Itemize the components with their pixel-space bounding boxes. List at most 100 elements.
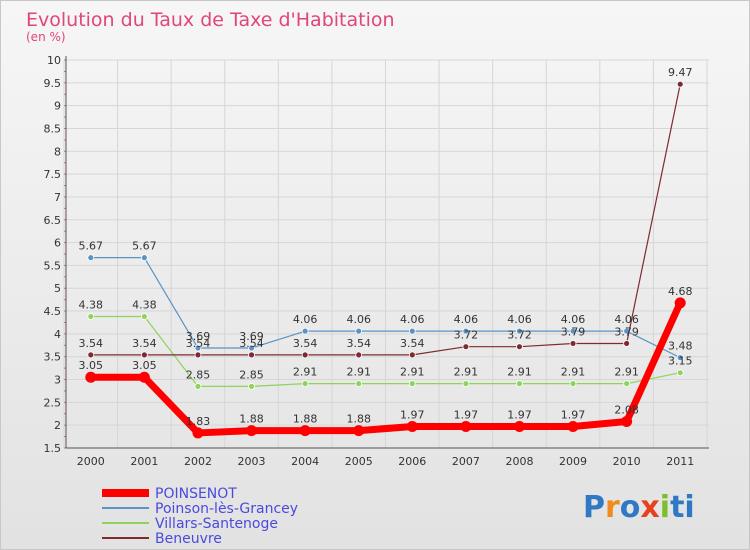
- series-lines: [85, 80, 686, 439]
- legend-label: POINSENOT: [155, 486, 237, 502]
- proxiti-logo: Proxiti: [583, 490, 695, 525]
- data-label: 1.83: [186, 415, 211, 428]
- data-label: 3.05: [79, 359, 104, 372]
- data-label: 5.67: [79, 240, 104, 253]
- data-label: 4.06: [454, 313, 479, 326]
- data-point: [676, 80, 684, 88]
- data-label: 1.88: [293, 413, 318, 426]
- x-tick-label: 2011: [666, 455, 694, 468]
- data-labels: 5.67 5.67 3.69 3.69 4.06 4.06 4.06 4.06 4.06 4.06…: [79, 66, 693, 428]
- data-label: 3.54: [79, 337, 104, 350]
- legend-label: Beneuvre: [155, 531, 222, 547]
- series-line: [87, 299, 684, 437]
- data-point: [569, 327, 577, 335]
- data-point: [87, 313, 95, 320]
- y-tick-label: 7.5: [44, 168, 62, 181]
- data-point: [516, 343, 523, 351]
- data-point: [140, 313, 148, 320]
- data-point: [299, 425, 311, 437]
- data-point: [194, 351, 202, 359]
- chart-title: Evolution du Taux de Taxe d'Habitation: [26, 9, 395, 31]
- series-line: [90, 83, 681, 356]
- data-point: [621, 416, 633, 428]
- data-label: 4.68: [668, 285, 693, 298]
- y-tick-label: 4.5: [44, 305, 62, 318]
- data-point: [408, 380, 416, 388]
- legend: POINSENOTPoinson-lès-GranceyVillars-Sant…: [102, 486, 298, 547]
- y-tick-label: 8: [54, 145, 61, 158]
- data-label: 1.97: [454, 409, 479, 422]
- data-point: [192, 427, 204, 439]
- x-tick-label: 2002: [184, 455, 212, 468]
- data-point: [460, 421, 472, 433]
- data-point: [674, 297, 686, 309]
- y-tick-label: 6.5: [44, 214, 62, 227]
- data-label: 4.38: [132, 299, 157, 312]
- y-tick-label: 6: [54, 237, 61, 250]
- x-tick-label: 2005: [345, 455, 373, 468]
- data-label: 2.08: [614, 404, 639, 417]
- data-point: [140, 254, 148, 262]
- x-tick-label: 2009: [559, 455, 587, 468]
- data-label: 3.69: [239, 330, 264, 343]
- x-tick-label: 2008: [505, 455, 533, 468]
- data-point: [462, 380, 470, 388]
- data-point: [246, 425, 258, 437]
- logo-letter: P: [583, 490, 605, 525]
- logo-text: Proxiti: [583, 490, 695, 525]
- data-point: [248, 382, 255, 390]
- data-point: [623, 380, 631, 388]
- data-point: [408, 327, 416, 335]
- data-label: 4.06: [561, 313, 586, 326]
- data-label: 3.54: [400, 337, 425, 350]
- y-tick-label: 1.5: [44, 442, 62, 455]
- data-label: 3.54: [186, 337, 211, 350]
- data-label: 2.85: [239, 368, 264, 381]
- data-label: 4.06: [614, 313, 639, 326]
- y-tick-label: 3: [54, 374, 61, 387]
- data-point: [406, 421, 418, 433]
- data-label: 1.97: [400, 409, 425, 422]
- data-point: [623, 340, 631, 347]
- data-label: 2.85: [186, 368, 211, 381]
- series-line: [90, 257, 681, 359]
- data-point: [462, 343, 470, 351]
- data-label: 1.88: [346, 413, 371, 426]
- data-label: 4.06: [507, 313, 532, 326]
- y-tick-label: 9.5: [44, 77, 62, 90]
- chart-subtitle: (en %): [26, 30, 66, 44]
- data-point: [676, 369, 684, 377]
- data-point: [513, 421, 525, 433]
- data-label: 3.72: [507, 329, 532, 342]
- data-label: 3.54: [346, 337, 371, 350]
- series-line: [90, 315, 681, 387]
- data-point: [87, 254, 95, 262]
- data-label: 1.88: [239, 413, 264, 426]
- data-point: [462, 327, 470, 335]
- data-point: [301, 351, 309, 359]
- data-point: [353, 425, 365, 437]
- data-label: 3.54: [132, 337, 157, 350]
- data-point: [408, 351, 416, 359]
- y-tick-label: 7: [54, 191, 61, 204]
- data-point: [516, 327, 523, 335]
- data-label: 9.47: [668, 66, 693, 79]
- data-label: 2.91: [614, 366, 639, 379]
- y-tick-label: 8.5: [44, 122, 62, 135]
- x-tick-label: 2006: [398, 455, 426, 468]
- data-point: [194, 382, 202, 390]
- data-point: [569, 380, 577, 388]
- data-point: [248, 344, 255, 352]
- data-label: 3.48: [668, 340, 693, 353]
- logo-letter: i: [660, 490, 670, 525]
- logo-letter: r: [605, 490, 620, 525]
- data-label: 3.54: [293, 337, 318, 350]
- y-tick-label: 2.5: [44, 396, 62, 409]
- data-point: [355, 327, 363, 335]
- data-label: 2.91: [346, 366, 371, 379]
- y-tick-label: 9: [54, 100, 61, 113]
- data-label: 3.69: [186, 330, 211, 343]
- data-point: [85, 371, 97, 383]
- axes: 1.522.533.544.555.566.577.588.599.510200…: [44, 54, 709, 468]
